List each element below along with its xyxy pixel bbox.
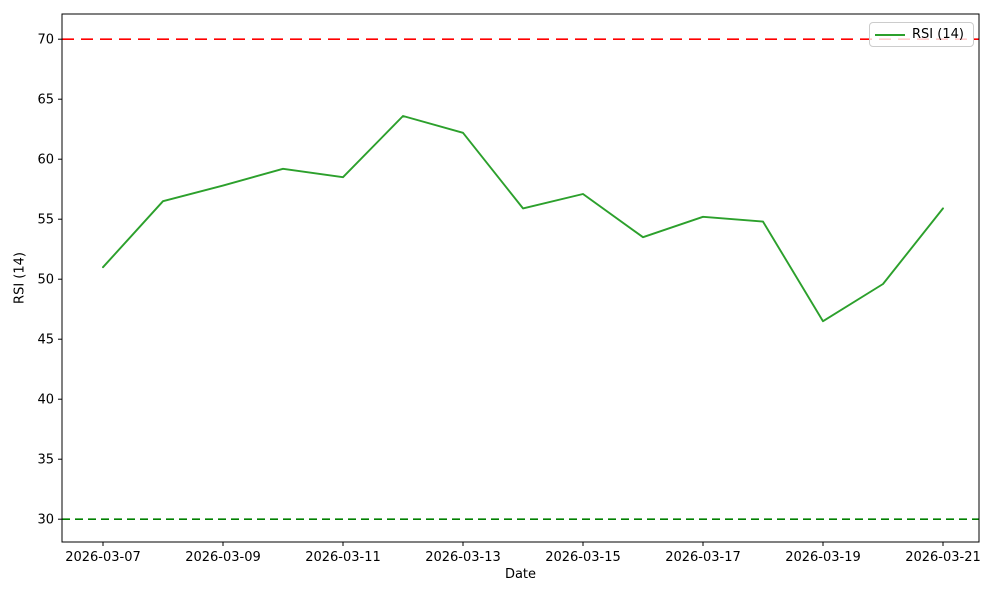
axes-border xyxy=(61,13,980,543)
x-tick-label: 2026-03-19 xyxy=(785,550,861,565)
y-tick-label: 60 xyxy=(37,153,54,168)
y-tick-label: 55 xyxy=(37,213,54,228)
y-tick-label: 65 xyxy=(37,93,54,108)
y-tick-label: 40 xyxy=(37,393,54,408)
x-tick-label: 2026-03-21 xyxy=(905,550,981,565)
y-tick-label: 35 xyxy=(37,453,54,468)
x-axis-label: Date xyxy=(504,567,537,582)
legend: RSI (14) xyxy=(869,22,974,47)
y-tick-label: 70 xyxy=(37,33,54,48)
y-tick-label: 30 xyxy=(37,513,54,528)
x-tick-label: 2026-03-09 xyxy=(185,550,261,565)
legend-line-sample-icon xyxy=(875,33,905,36)
y-tick-label: 45 xyxy=(37,333,54,348)
y-tick-label: 50 xyxy=(37,273,54,288)
rsi-series-line xyxy=(102,115,944,323)
x-tick-label: 2026-03-11 xyxy=(305,550,381,565)
y-axis-label: RSI (14) xyxy=(12,252,28,304)
x-tick-label: 2026-03-17 xyxy=(665,550,741,565)
x-tick-label: 2026-03-13 xyxy=(425,550,501,565)
x-tick-label: 2026-03-15 xyxy=(545,550,621,565)
x-tick-label: 2026-03-07 xyxy=(65,550,141,565)
legend-series-label: RSI (14) xyxy=(912,27,964,42)
